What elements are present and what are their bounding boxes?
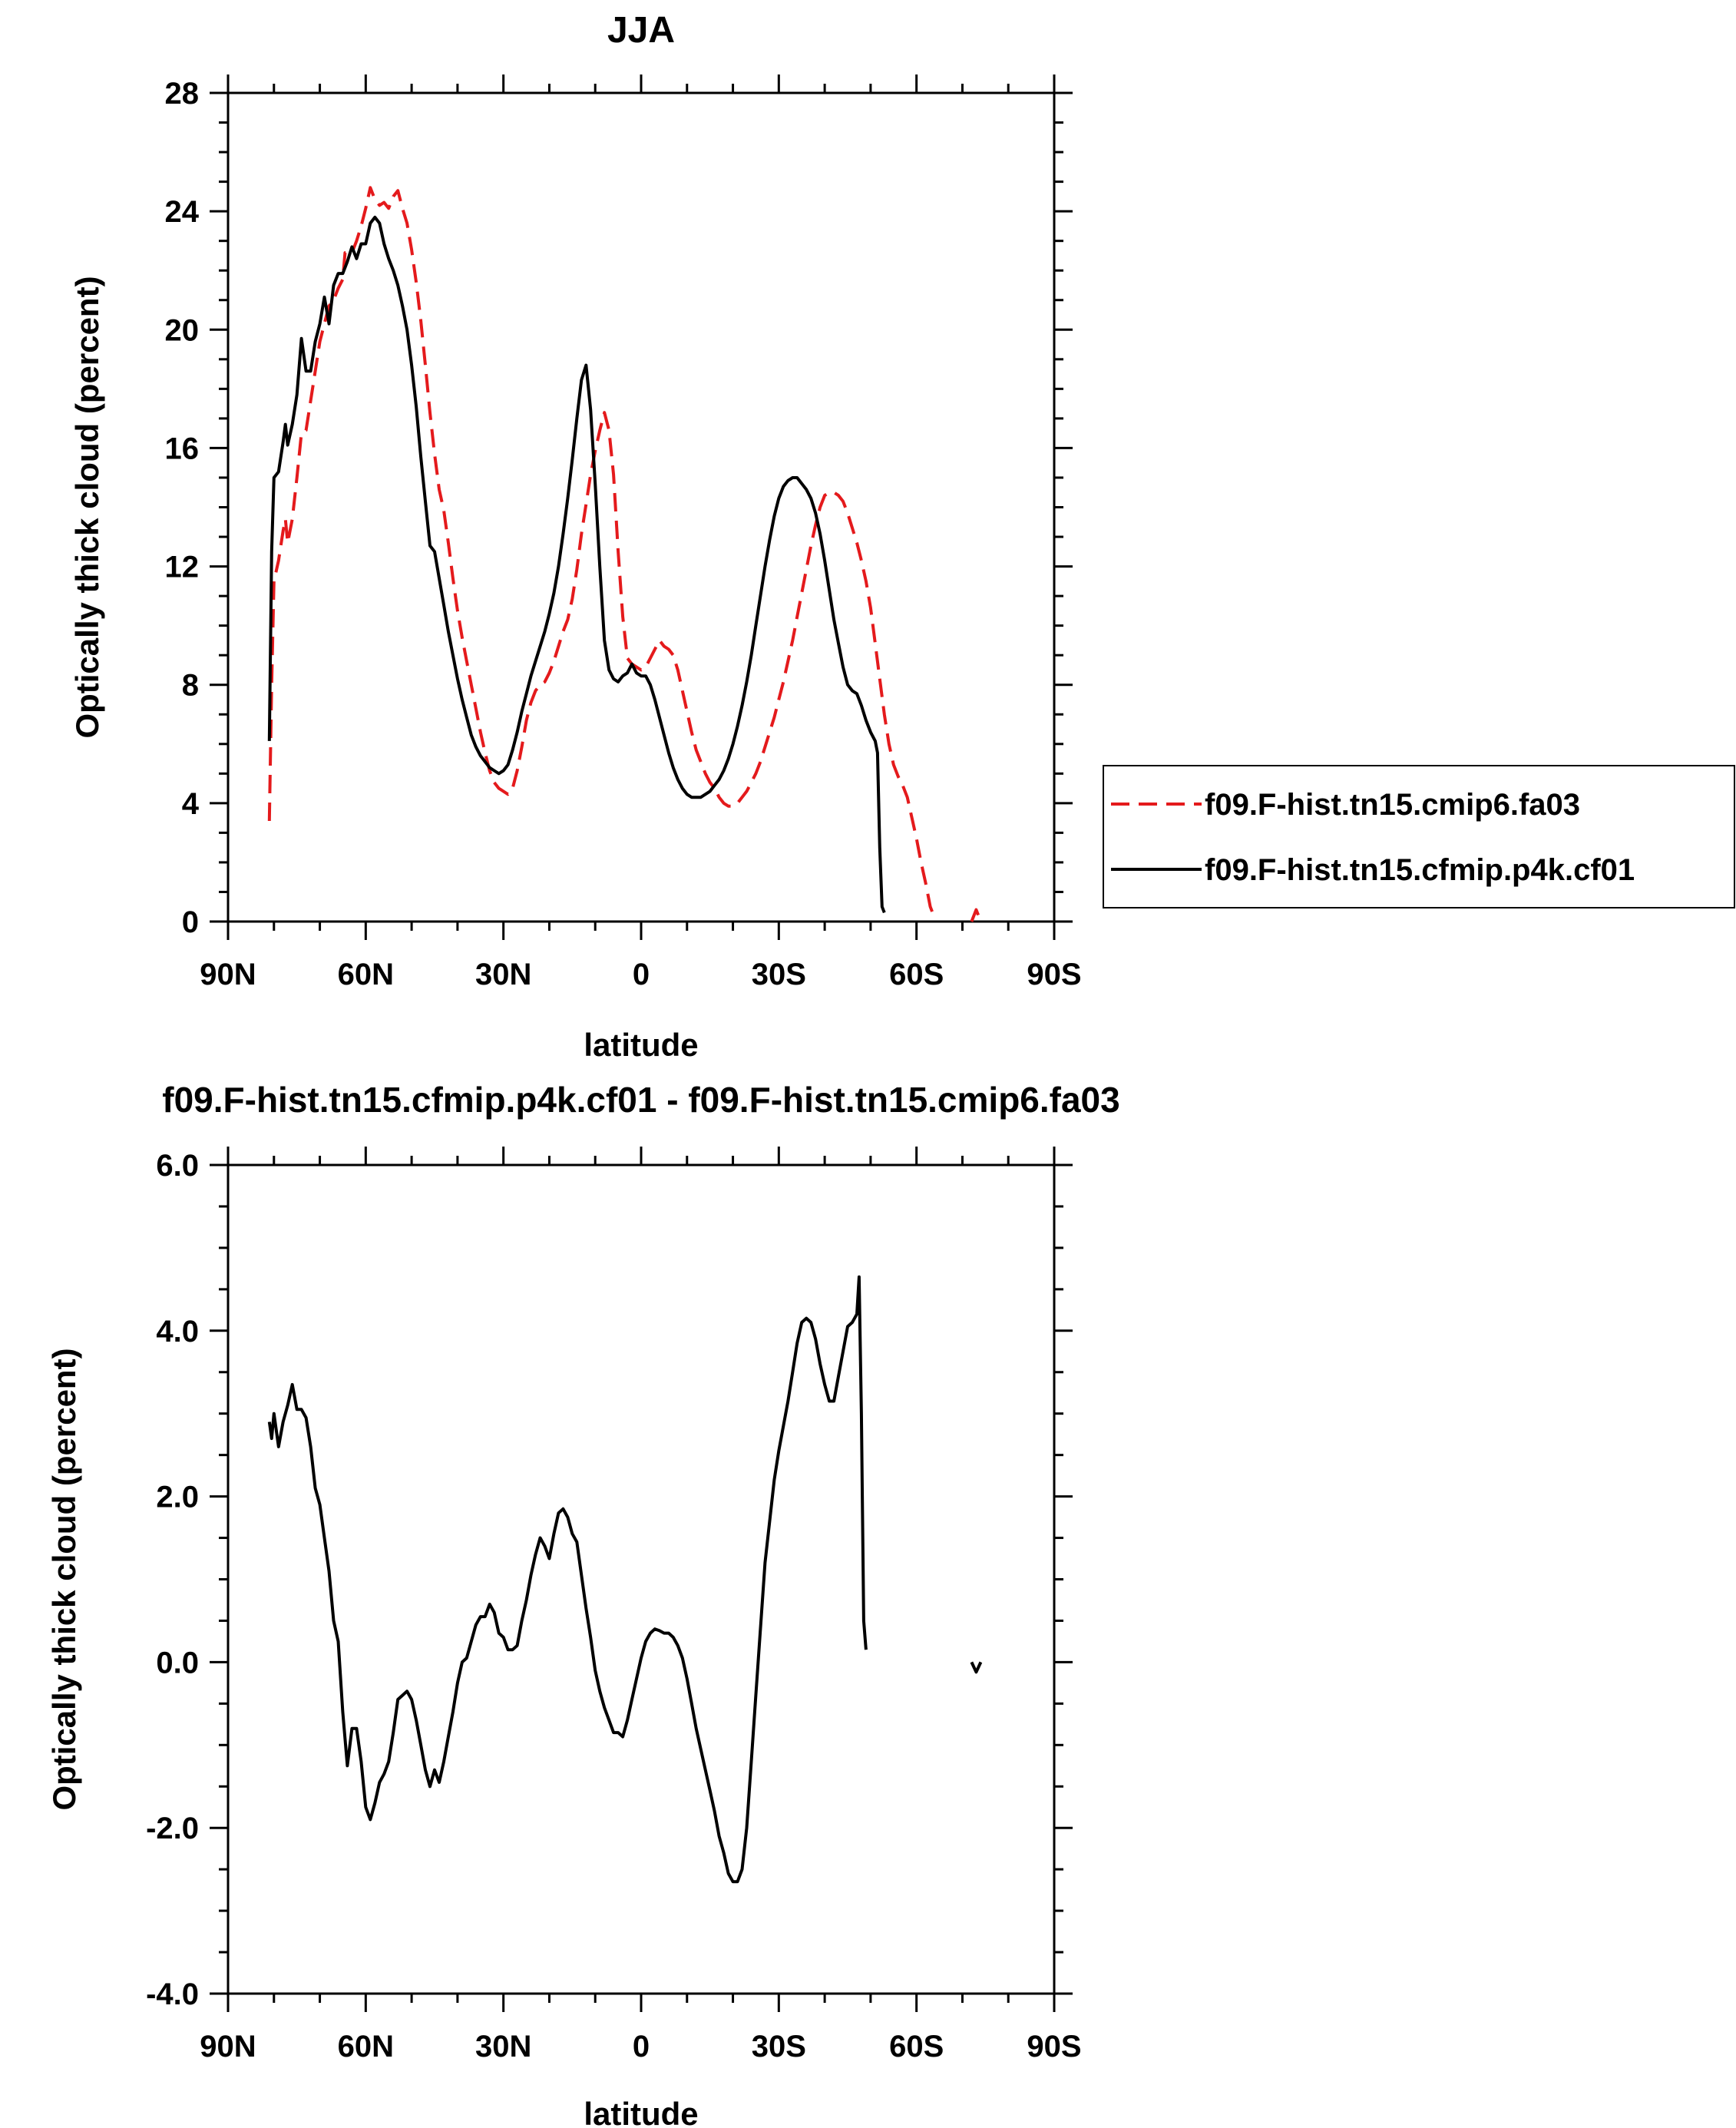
y-tick-label: 20 [165,313,200,347]
x-tick-label: 90S [1027,2030,1081,2063]
x-tick-label: 30N [475,958,531,991]
series-line-2 [267,215,886,914]
x-tick-label: 60N [338,2030,394,2063]
legend-entry-1: f09.F-hist.tn15.cmip6.fa03 [1205,788,1580,822]
x-tick-label: 30S [752,958,806,991]
x-tick-label: 90S [1027,958,1081,991]
y-axis-label: Optically thick cloud (percent) [69,276,105,738]
x-axis-label: latitude [584,2096,698,2128]
y-axis-label: Optically thick cloud (percent) [46,1348,82,1810]
y-tick-label: 8 [182,669,199,703]
series-line-1-segment-2 [970,1661,983,1674]
series-line-1 [267,186,937,919]
y-tick-label: 12 [165,551,200,584]
x-tick-label: 60S [889,2030,944,2063]
y-tick-label: -4.0 [146,1977,199,2011]
top-panel: JJA 0 4 8 12 16 20 24 28 90N 60N 30N 0 30S 60S 90S latit… [69,10,1735,1063]
bottom-panel: f09.F-hist.tn15.cfmip.p4k.cf01 - f09.F-h… [46,1080,1120,2128]
y-tick-label: 24 [165,195,200,229]
series-line-1 [267,1275,868,1884]
y-tick-label: 0 [182,905,199,939]
x-tick-label: 90N [200,958,256,991]
x-axis-label: latitude [584,1027,698,1063]
chart-title: f09.F-hist.tn15.cfmip.p4k.cf01 - f09.F-h… [162,1080,1119,1120]
y-tick-label: 0.0 [156,1646,199,1680]
y-tick-label: 28 [165,77,200,111]
legend-entry-2: f09.F-hist.tn15.cfmip.p4k.cf01 [1205,853,1635,887]
x-tick-label: 0 [633,958,650,991]
y-tick-label: 16 [165,432,200,465]
plot-frame [227,91,1056,923]
x-tick-label: 30N [475,2030,531,2063]
x-tick-label: 90N [200,2030,256,2063]
x-tick-label: 60S [889,958,944,991]
x-tick-label: 30S [752,2030,806,2063]
legend-box [1103,765,1735,908]
y-tick-label: 2.0 [156,1481,199,1514]
plot-frame [227,1163,1056,1995]
y-tick-label: 6.0 [156,1149,199,1183]
x-tick-label: 60N [338,958,394,991]
chart-title: JJA [607,10,675,51]
y-tick-label: 4.0 [156,1315,199,1349]
series-line-1-segment-2 [970,908,983,922]
y-tick-label: 4 [182,787,200,821]
x-tick-label: 0 [633,2030,650,2063]
y-tick-label: -2.0 [146,1812,199,1845]
